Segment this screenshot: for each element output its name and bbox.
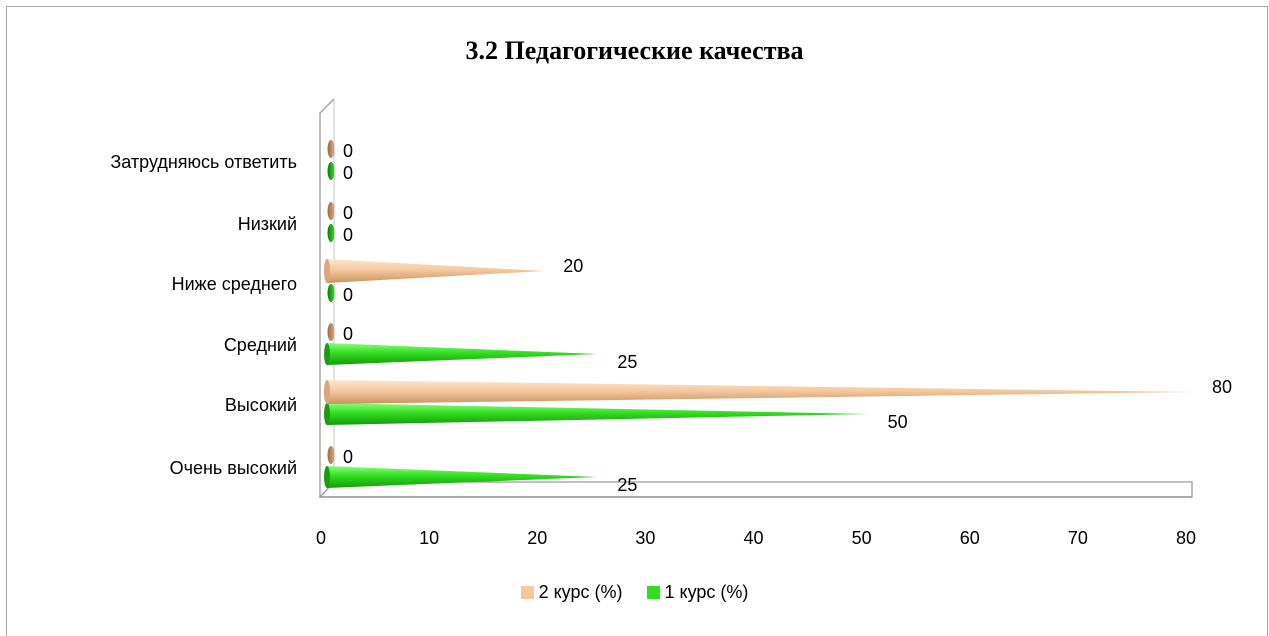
data-label: 0	[343, 447, 353, 467]
bar	[327, 259, 544, 283]
legend-entry: 2 курс (%)	[520, 582, 623, 603]
data-label: 0	[343, 324, 353, 344]
x-tick-label: 40	[743, 528, 763, 548]
bar-base	[324, 343, 330, 365]
legend: 2 курс (%) 1 курс (%)	[0, 582, 1269, 603]
legend-entry: 1 курс (%)	[646, 582, 749, 603]
bar-base	[324, 259, 330, 283]
labels: 0 10 20 30 40 50 60 70 80 Очень высокий Высокий Сре…	[110, 141, 1232, 548]
data-label: 80	[1212, 377, 1232, 397]
y-tick-label: Очень высокий	[170, 458, 297, 478]
legend-label: 2 курс (%)	[538, 582, 623, 602]
y-tick-label: Затрудняюсь ответить	[110, 152, 297, 172]
x-tick-label: 20	[527, 528, 547, 548]
data-label: 25	[617, 475, 637, 495]
data-label: 0	[343, 163, 353, 183]
legend-label: 1 курс (%)	[664, 582, 749, 602]
bar-base	[324, 403, 330, 425]
bars	[324, 140, 1192, 488]
x-tick-label: 0	[316, 528, 326, 548]
data-label: 0	[343, 203, 353, 223]
y-tick-label: Высокий	[225, 395, 297, 415]
y-tick-label: Средний	[224, 335, 297, 355]
legend-swatch	[646, 586, 660, 599]
bar	[327, 343, 598, 365]
data-label: 25	[617, 352, 637, 372]
plot-area: 0 10 20 30 40 50 60 70 80 Очень высокий Высокий Сре…	[110, 98, 1232, 548]
y-tick-label: Ниже среднего	[172, 274, 297, 294]
x-tick-label: 10	[419, 528, 439, 548]
bar-zero-marker	[327, 284, 335, 302]
floor-outline	[318, 481, 1193, 498]
data-label: 0	[343, 225, 353, 245]
chart-title: 3.2 Педагогические качества	[465, 36, 804, 65]
bar-zero-marker	[327, 202, 335, 220]
bar-base	[324, 466, 330, 488]
bar	[327, 466, 598, 488]
x-tick-label: 80	[1176, 528, 1196, 548]
chart-frame	[6, 6, 1268, 636]
bar-zero-marker	[327, 140, 335, 158]
x-tick-label: 50	[852, 528, 872, 548]
data-label: 0	[343, 285, 353, 305]
back-wall-edge	[319, 98, 335, 497]
y-tick-label: Низкий	[238, 214, 297, 234]
data-label: 50	[888, 412, 908, 432]
x-tick-label: 60	[960, 528, 980, 548]
bar-zero-marker	[327, 446, 335, 464]
data-label: 20	[563, 256, 583, 276]
x-tick-label: 30	[635, 528, 655, 548]
bar-zero-marker	[327, 162, 335, 180]
bar-base	[324, 380, 330, 404]
bar	[327, 380, 1192, 404]
bar-zero-marker	[327, 323, 335, 341]
data-label: 0	[343, 141, 353, 161]
bar-zero-marker	[327, 224, 335, 242]
axes	[318, 98, 1193, 498]
x-tick-label: 70	[1068, 528, 1088, 548]
bar	[327, 403, 868, 425]
legend-swatch	[520, 586, 534, 599]
